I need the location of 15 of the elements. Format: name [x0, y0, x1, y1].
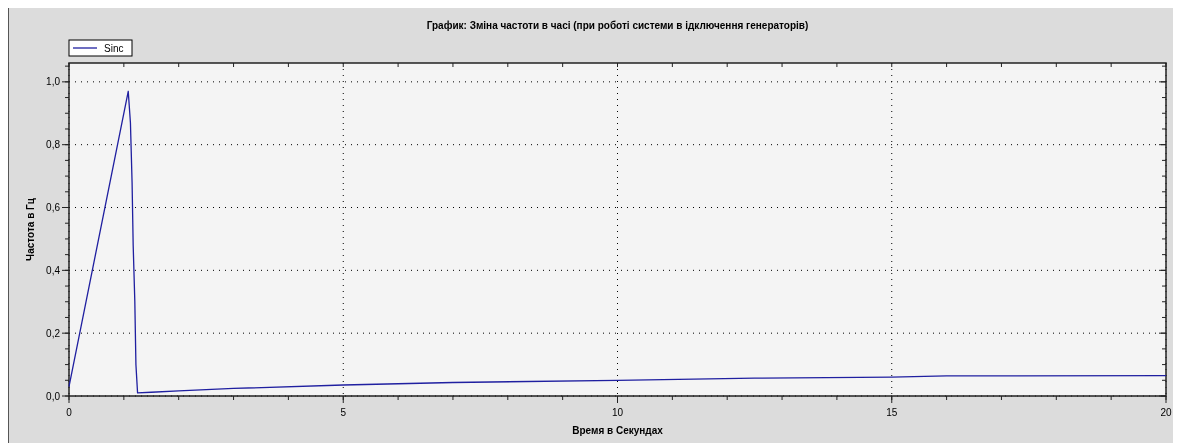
x-tick-label: 10 [611, 407, 624, 418]
x-axis-title: Время в Секундах [572, 425, 664, 436]
y-tick-label: 1,0 [46, 76, 61, 88]
chart-title: График: Зміна частоти в часі (при роботі системи в ідключення генераторів) [426, 20, 809, 31]
y-tick-label: 0,6 [46, 202, 61, 214]
legend-label: Sinc [104, 42, 124, 54]
y-tick-label: 0,0 [46, 390, 61, 402]
y-tick-label: 0,2 [46, 327, 61, 339]
x-tick-label: 20 [1160, 407, 1172, 418]
x-tick-label: 0 [66, 407, 73, 418]
x-tick-label: 15 [886, 407, 898, 418]
y-axis-title: Частота в Гц [25, 197, 36, 261]
x-tick-label: 5 [340, 407, 347, 418]
y-tick-label: 0,4 [46, 264, 61, 276]
y-tick-label: 0,8 [46, 139, 61, 151]
